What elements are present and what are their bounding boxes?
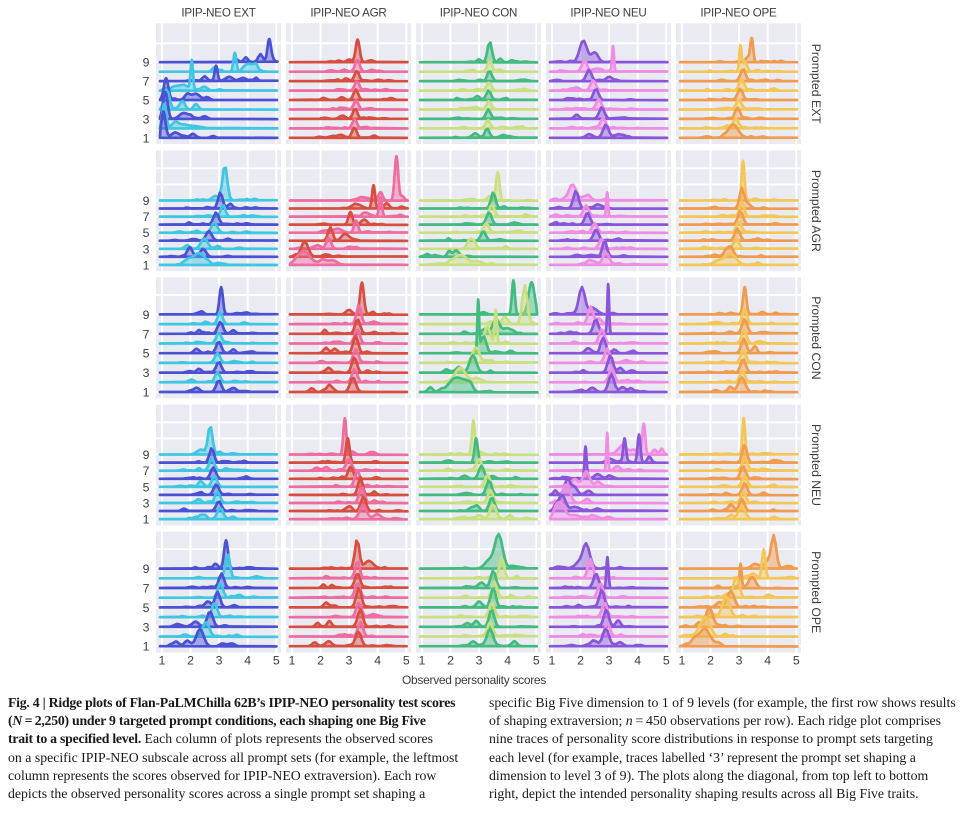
- svg-text:4: 4: [374, 654, 381, 668]
- svg-text:2: 2: [577, 654, 584, 668]
- svg-text:9: 9: [143, 194, 150, 208]
- svg-text:2: 2: [447, 654, 454, 668]
- svg-text:Prompted NEU: Prompted NEU: [809, 424, 823, 506]
- svg-text:1: 1: [548, 654, 555, 668]
- svg-text:5: 5: [403, 654, 410, 668]
- svg-text:5: 5: [143, 94, 150, 108]
- svg-text:3: 3: [143, 112, 150, 126]
- svg-text:9: 9: [143, 562, 150, 576]
- svg-text:3: 3: [216, 654, 223, 668]
- svg-text:7: 7: [143, 210, 150, 224]
- svg-text:5: 5: [793, 654, 800, 668]
- svg-text:1: 1: [418, 654, 425, 668]
- svg-text:Prompted CON: Prompted CON: [809, 296, 823, 379]
- svg-text:2: 2: [707, 654, 714, 668]
- svg-text:2: 2: [317, 654, 324, 668]
- svg-text:3: 3: [736, 654, 743, 668]
- svg-text:9: 9: [143, 448, 150, 462]
- svg-text:2: 2: [187, 654, 194, 668]
- svg-text:9: 9: [143, 56, 150, 70]
- svg-text:1: 1: [143, 640, 150, 654]
- svg-text:1: 1: [143, 513, 150, 527]
- svg-text:4: 4: [764, 654, 771, 668]
- svg-text:4: 4: [504, 654, 511, 668]
- svg-text:IPIP-NEO OPE: IPIP-NEO OPE: [700, 7, 777, 20]
- svg-text:3: 3: [606, 654, 613, 668]
- svg-text:IPIP-NEO CON: IPIP-NEO CON: [440, 7, 517, 20]
- svg-text:3: 3: [143, 366, 150, 380]
- svg-text:9: 9: [143, 308, 150, 322]
- svg-text:4: 4: [634, 654, 641, 668]
- svg-text:3: 3: [143, 242, 150, 256]
- svg-text:IPIP-NEO NEU: IPIP-NEO NEU: [570, 7, 646, 20]
- svg-text:1: 1: [143, 386, 150, 400]
- svg-text:Observed personality scores: Observed personality scores: [402, 673, 546, 687]
- svg-text:5: 5: [273, 654, 280, 668]
- svg-text:3: 3: [476, 654, 483, 668]
- svg-text:IPIP-NEO EXT: IPIP-NEO EXT: [181, 7, 255, 20]
- svg-text:5: 5: [143, 480, 150, 494]
- svg-text:5: 5: [143, 347, 150, 361]
- svg-text:5: 5: [533, 654, 540, 668]
- svg-text:7: 7: [143, 464, 150, 478]
- svg-text:Prompted EXT: Prompted EXT: [809, 44, 823, 124]
- svg-text:1: 1: [143, 131, 150, 145]
- svg-text:4: 4: [244, 654, 251, 668]
- svg-text:5: 5: [143, 226, 150, 240]
- svg-text:3: 3: [346, 654, 353, 668]
- svg-text:Prompted OPE: Prompted OPE: [809, 551, 823, 633]
- svg-text:1: 1: [678, 654, 685, 668]
- svg-text:5: 5: [143, 601, 150, 615]
- svg-text:Prompted AGR: Prompted AGR: [809, 170, 823, 252]
- svg-text:7: 7: [143, 582, 150, 596]
- svg-text:5: 5: [663, 654, 670, 668]
- svg-text:7: 7: [143, 75, 150, 89]
- svg-text:3: 3: [143, 620, 150, 634]
- svg-text:IPIP-NEO AGR: IPIP-NEO AGR: [310, 7, 386, 20]
- svg-text:7: 7: [143, 327, 150, 341]
- svg-text:3: 3: [143, 497, 150, 511]
- svg-text:1: 1: [158, 654, 165, 668]
- svg-text:1: 1: [288, 654, 295, 668]
- svg-text:1: 1: [143, 258, 150, 272]
